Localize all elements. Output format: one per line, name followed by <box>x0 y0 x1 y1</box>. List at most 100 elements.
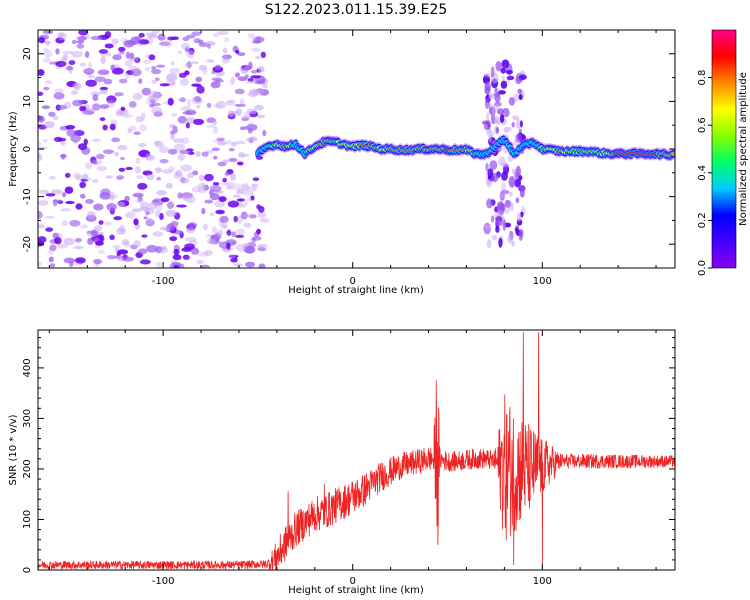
noise-speckle <box>179 149 192 155</box>
noise-speckle <box>195 76 203 83</box>
noise-speckle <box>74 237 82 243</box>
noise-speckle <box>151 66 157 70</box>
noise-speckle <box>128 65 141 71</box>
noise-speckle <box>42 57 51 63</box>
noise-speckle <box>212 182 220 186</box>
noise-speckle <box>177 192 183 199</box>
noise-speckle <box>156 176 162 181</box>
noise-speckle <box>235 187 240 195</box>
noise-speckle <box>76 43 85 49</box>
colorbar-tick-label: 0.4 <box>697 165 708 181</box>
y-tick-label: -20 <box>22 236 33 252</box>
noise-speckle <box>246 198 252 202</box>
noise-speckle <box>204 199 214 204</box>
burst-speckle <box>483 224 491 229</box>
burst-speckle <box>487 168 494 178</box>
noise-speckle <box>78 30 89 36</box>
noise-speckle <box>251 183 259 187</box>
noise-speckle <box>122 256 134 262</box>
noise-speckle <box>138 78 143 84</box>
noise-speckle <box>212 126 219 134</box>
noise-speckle <box>124 195 130 202</box>
burst-speckle <box>501 189 510 195</box>
noise-speckle <box>262 84 268 89</box>
noise-speckle <box>38 115 45 123</box>
burst-speckle <box>500 67 506 74</box>
noise-speckle <box>43 86 50 91</box>
burst-speckle <box>495 61 503 72</box>
noise-speckle <box>118 51 125 55</box>
noise-speckle <box>73 245 84 250</box>
noise-speckle <box>38 142 43 146</box>
noise-speckle <box>151 106 163 115</box>
noise-speckle <box>224 172 231 176</box>
noise-speckle <box>257 247 267 252</box>
noise-speckle <box>72 83 80 89</box>
noise-speckle <box>251 237 257 243</box>
noise-speckle <box>170 132 175 140</box>
noise-speckle <box>138 32 145 38</box>
burst-speckle <box>509 202 514 212</box>
noise-speckle <box>180 136 190 145</box>
noise-speckle <box>227 254 236 260</box>
noise-speckle <box>239 98 245 107</box>
noise-speckle <box>43 138 48 143</box>
noise-speckle <box>236 198 246 202</box>
noise-speckle <box>122 114 133 119</box>
noise-speckle <box>160 197 170 203</box>
noise-speckle <box>254 104 264 111</box>
noise-speckle <box>226 242 231 250</box>
noise-speckle <box>184 243 195 250</box>
noise-speckle <box>91 178 99 184</box>
noise-speckle <box>171 36 179 41</box>
noise-speckle <box>245 261 256 268</box>
noise-speckle <box>93 161 98 165</box>
noise-speckle <box>118 46 126 52</box>
noise-speckle <box>65 200 75 205</box>
noise-speckle <box>233 215 238 223</box>
noise-speckle <box>219 215 229 224</box>
noise-speckle <box>65 65 74 71</box>
noise-speckle <box>104 221 113 226</box>
noise-speckle <box>82 173 89 179</box>
noise-speckle <box>203 184 209 191</box>
noise-speckle <box>246 108 258 115</box>
noise-speckle <box>92 103 101 111</box>
noise-speckle <box>77 36 87 41</box>
noise-speckle <box>83 138 88 146</box>
noise-speckle <box>197 182 206 189</box>
chart-title: S122.2023.011.15.39.E25 <box>265 2 448 18</box>
noise-speckle <box>211 147 220 152</box>
noise-speckle <box>41 105 51 110</box>
noise-speckle <box>173 138 184 144</box>
noise-speckle <box>250 195 255 201</box>
noise-speckle <box>222 177 227 183</box>
noise-speckle <box>142 59 152 65</box>
noise-speckle <box>206 43 211 49</box>
noise-speckle <box>168 166 175 172</box>
noise-speckle <box>242 182 249 187</box>
noise-speckle <box>247 127 253 134</box>
noise-speckle <box>95 240 104 246</box>
noise-speckle <box>214 64 222 70</box>
noise-speckle <box>49 244 57 252</box>
noise-speckle <box>109 123 116 131</box>
noise-speckle <box>205 234 212 238</box>
burst-speckle <box>486 238 492 249</box>
noise-speckle <box>168 148 178 155</box>
noise-speckle <box>231 141 238 147</box>
noise-speckle <box>127 128 133 134</box>
noise-speckle <box>213 155 218 160</box>
noise-speckle <box>252 177 260 182</box>
noise-speckle <box>95 153 105 160</box>
noise-speckle <box>191 61 200 65</box>
noise-speckle <box>77 143 88 151</box>
noise-speckle <box>61 153 66 160</box>
noise-speckle <box>196 85 205 94</box>
x-tick-label: -100 <box>152 576 175 587</box>
noise-speckle <box>185 227 196 234</box>
burst-speckle <box>506 75 515 81</box>
noise-speckle <box>178 97 187 103</box>
noise-speckle <box>131 208 143 213</box>
